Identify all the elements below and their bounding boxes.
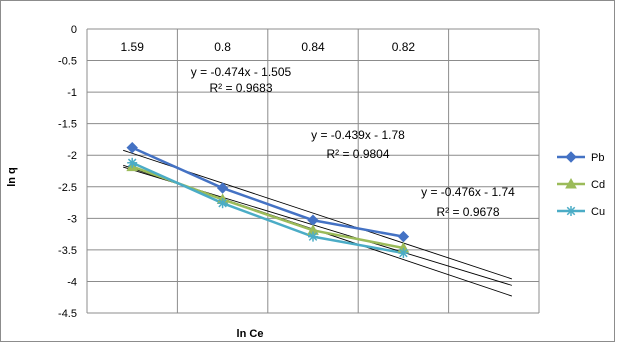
series-line-pb (131, 146, 404, 238)
y-tick-label: -4.5 (58, 308, 77, 320)
legend-label: Pb (591, 152, 604, 164)
y-tick-label: -2 (67, 150, 77, 162)
legend-item-cu: Cu (557, 206, 605, 218)
trendline-equation: y = -0.439x - 1.78 (311, 128, 405, 142)
legend-label: Cu (591, 206, 605, 218)
y-tick-label: -3.5 (58, 245, 77, 257)
trendline-r2: R² = 0.9683 (209, 81, 272, 95)
y-tick-label: -3 (67, 213, 77, 225)
legend-marker (565, 177, 577, 189)
trendline-equations: y = -0.474x - 1.505 R² = 0.9683 y = -0.439… (191, 65, 515, 219)
data-point-pb (397, 230, 410, 243)
data-point-cu (127, 157, 138, 168)
trendline-r2: R² = 0.9804 (326, 147, 389, 161)
line-chart: 0 -0.5 -1 -1.5 -2 -2.5 -3 -3.5 -4 -4.5 1.59 0.8 0.8… (6, 24, 605, 340)
data-point-pb (216, 182, 229, 194)
trendline-r2: R² = 0.9678 (436, 205, 499, 219)
x-axis-label: ln Ce (237, 328, 264, 340)
y-axis-label: ln q (6, 167, 18, 187)
legend-label: Cd (591, 179, 605, 191)
y-tick-label: -4 (67, 276, 77, 288)
y-tick-labels: 0 -0.5 -1 -1.5 -2 -2.5 -3 -3.5 -4 -4.5 (58, 24, 77, 320)
x-tick-label: 0.82 (392, 40, 416, 54)
x-tick-labels: 1.59 0.8 0.84 0.82 (121, 40, 416, 54)
x-tick-label: 0.8 (214, 40, 231, 54)
data-point-cu (308, 231, 318, 242)
x-tick-label: 0.84 (301, 40, 325, 54)
legend-item-pb: Pb (557, 151, 604, 164)
legend-marker (565, 151, 577, 163)
trendline-equation: y = -0.476x - 1.74 (421, 185, 515, 199)
x-tick-label: 1.59 (121, 40, 145, 54)
y-tick-label: -1.5 (58, 119, 77, 131)
data-point-cu (398, 248, 409, 259)
data-point-cu (217, 198, 228, 209)
chart-frame: 0 -0.5 -1 -1.5 -2 -2.5 -3 -3.5 -4 -4.5 1.59 0.8 0.8… (0, 0, 615, 342)
y-tick-label: -2.5 (58, 182, 77, 194)
series-layer (126, 141, 410, 259)
grid-layer (86, 28, 540, 314)
trendline-equation: y = -0.474x - 1.505 (191, 65, 292, 79)
trendlines (123, 149, 513, 297)
y-tick-label: -1 (67, 87, 77, 99)
y-tick-label: 0 (71, 24, 77, 36)
data-point-pb (126, 141, 138, 154)
legend-marker (566, 206, 576, 216)
legend-item-cd: Cd (557, 177, 605, 191)
legend: Pb Cd Cu (557, 151, 605, 218)
series-line-cu (131, 161, 404, 255)
y-tick-label: -0.5 (58, 56, 77, 68)
